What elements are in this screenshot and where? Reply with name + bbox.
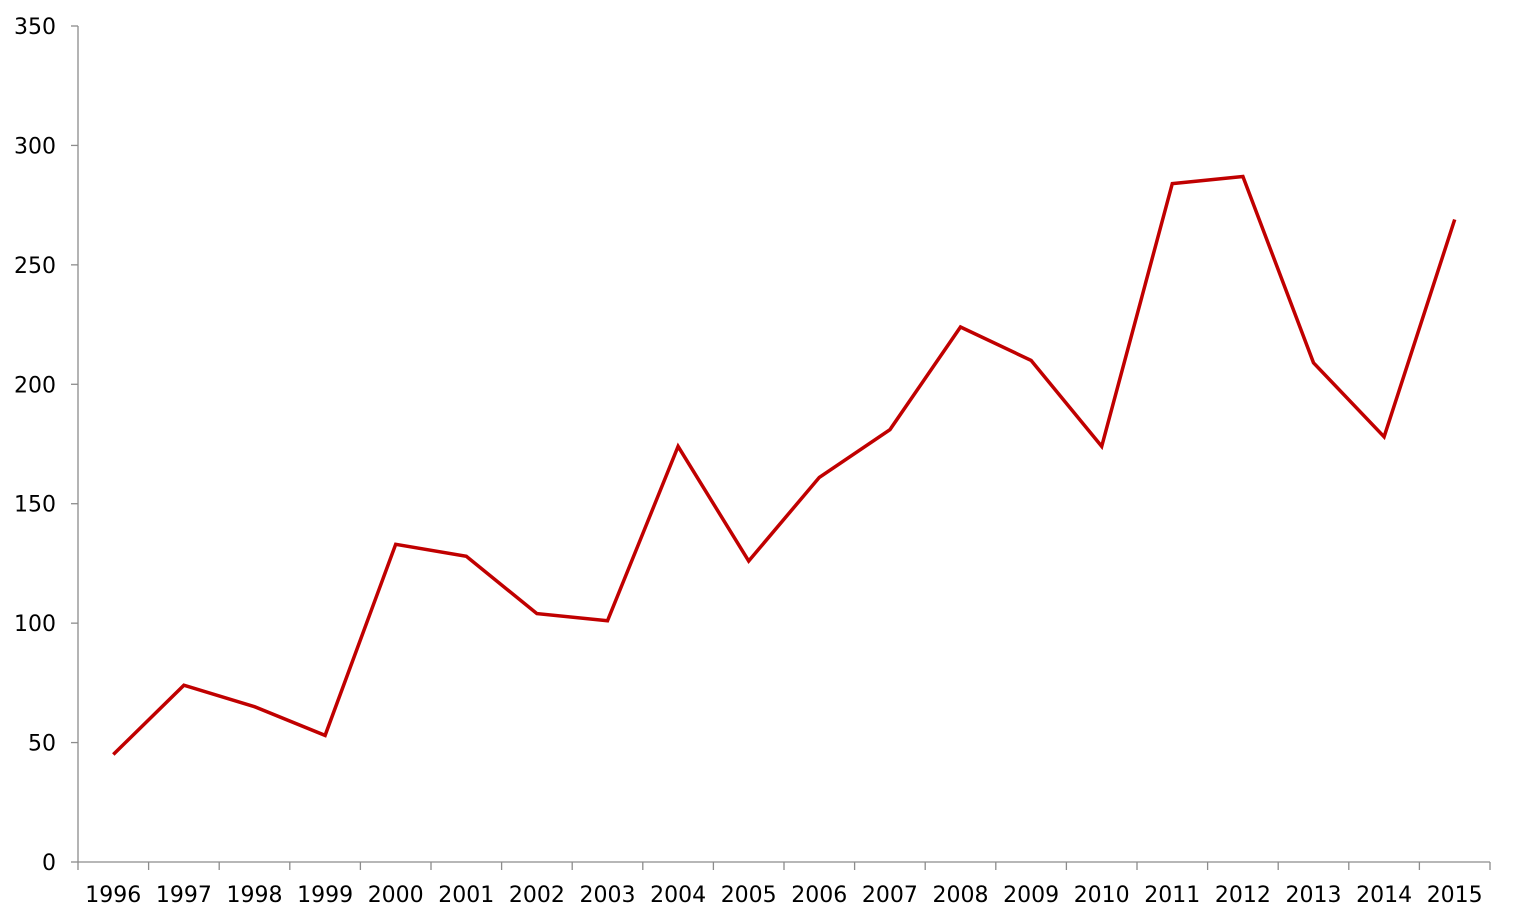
y-axis: 0 50 100 150 200 250 300 350 (14, 15, 79, 876)
x-tick-label: 2006 (791, 883, 847, 908)
x-tick-label: 2011 (1144, 883, 1200, 908)
x-tick-label: 2003 (580, 883, 636, 908)
x-tick-label: 2001 (438, 883, 494, 908)
y-tick-label: 100 (14, 612, 56, 637)
x-tick-label: 2010 (1074, 883, 1130, 908)
x-tick-label: 2007 (862, 883, 918, 908)
y-tick-label: 200 (14, 373, 56, 398)
x-tick-label: 1998 (227, 883, 283, 908)
series-line (112, 174, 1457, 756)
x-tick-label: 2008 (933, 883, 989, 908)
x-tick-label: 1997 (156, 883, 212, 908)
y-tick-label: 50 (28, 732, 56, 757)
series-layer (112, 174, 1457, 756)
x-tick-label: 2012 (1215, 883, 1271, 908)
x-tick-label: 2004 (650, 883, 706, 908)
y-tick-label: 150 (14, 493, 56, 518)
x-tick-label: 2015 (1427, 883, 1483, 908)
y-tick-label: 300 (14, 134, 56, 159)
y-tick-label: 250 (14, 254, 56, 279)
x-tick-label: 2002 (509, 883, 565, 908)
x-tick-label: 2009 (1003, 883, 1059, 908)
x-tick-label: 2000 (368, 883, 424, 908)
x-tick-label: 2014 (1356, 883, 1412, 908)
x-tick-label: 1996 (85, 883, 141, 908)
x-tick-label: 2005 (721, 883, 777, 908)
x-axis: 1996 1997 1998 1999 2000 2001 2002 2003 2004 2005… (77, 861, 1491, 908)
x-tick-label: 2013 (1286, 883, 1342, 908)
y-tick-label: 350 (14, 15, 56, 40)
x-tick-label: 1999 (297, 883, 353, 908)
y-tick-label: 0 (42, 851, 56, 876)
